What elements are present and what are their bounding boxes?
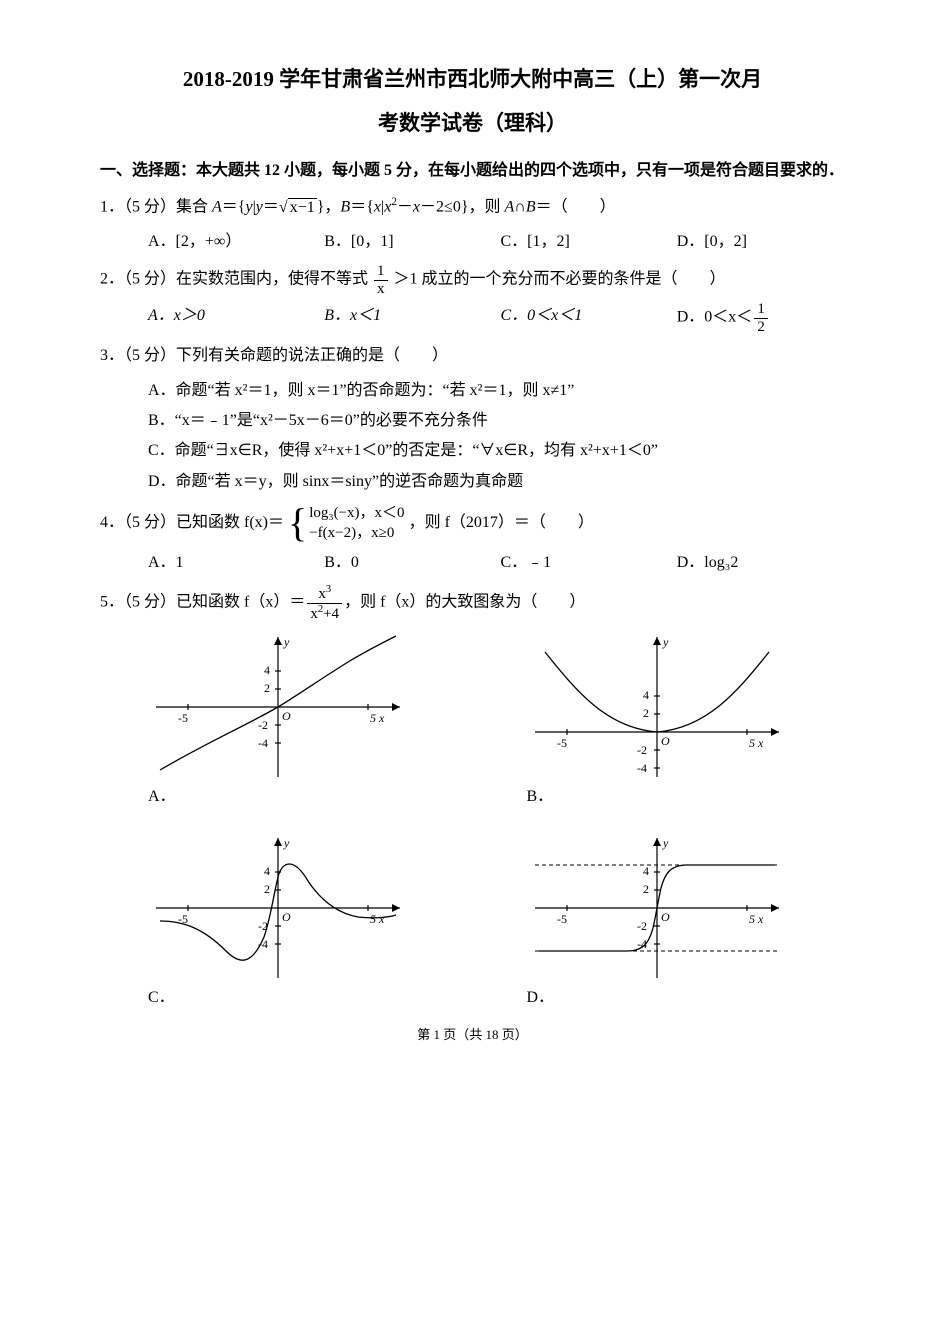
svg-text:2: 2 [643, 882, 649, 896]
q4-optD: D．log₃2 [677, 548, 845, 578]
chart-B-svg: -5 5 x 2 4 -2 -4 O y [527, 632, 787, 782]
ylabel-2: 2 [264, 681, 270, 695]
svg-text:2: 2 [264, 882, 270, 896]
svg-text:2: 2 [643, 706, 649, 720]
chart-D-label: D． [527, 983, 555, 1013]
q1-AcapB: A∩B [505, 199, 536, 216]
xlabel-neg5: -5 [178, 711, 188, 725]
q2-optC: C．0＜x＜1 [501, 301, 669, 335]
svg-text:y: y [662, 635, 669, 649]
section-1-heading: 一、选择题：本大题共 12 小题，每小题 5 分，在每小题给出的四个选项中，只有… [100, 156, 845, 186]
q5-stem-a: 5．（5 分）已知函数 f（x）＝ [100, 594, 305, 611]
svg-text:O: O [661, 910, 670, 924]
question-5: 5．（5 分）已知函数 f（x）＝x3x2+4，则 f（x）的大致图象为（ ） [100, 584, 845, 622]
question-3: 3．（5 分）下列有关命题的说法正确的是（ ） [100, 341, 845, 371]
q2-optA: A．x＞0 [148, 301, 316, 335]
yaxis-A: y [283, 635, 290, 649]
q5-charts: -5 5 x 2 4 -2 -4 O y A． -5 5 x 2 [148, 632, 845, 1013]
question-2: 2．（5 分）在实数范围内，使得不等式 1x ＞1 成立的一个充分而不必要的条件… [100, 263, 845, 297]
q4-stem-a: 4．（5 分）已知函数 f(x)＝ [100, 514, 284, 531]
svg-text:y: y [662, 836, 669, 850]
q1-optC: C．[1，2] [501, 227, 669, 257]
chart-A-label: A． [148, 782, 176, 812]
chart-B-label: B． [527, 782, 554, 812]
q4-stem-b: ，则 f（2017）＝（ ） [409, 514, 594, 531]
q3-options: A．命题“若 x²＝1，则 x＝1”的否命题为：“若 x²＝1，则 x≠1” B… [148, 376, 845, 498]
question-4: 4．（5 分）已知函数 f(x)＝ { log₃(−x)，x＜0 −f(x−2)… [100, 503, 845, 544]
svg-text:-5: -5 [557, 736, 567, 750]
q3-optB: B．“x＝﹣1”是“x²－5x－6＝0”的必要不充分条件 [148, 406, 845, 436]
svg-text:4: 4 [643, 688, 649, 702]
chart-D-svg: -5 5 x 2 4 -2 -4 O y [527, 833, 787, 983]
q4-optA: A．1 [148, 548, 316, 578]
svg-text:-2: -2 [637, 919, 647, 933]
page-title: 2018-2019 学年甘肃省兰州市西北师大附中高三（上）第一次月 [100, 60, 845, 100]
chart-D: -5 5 x 2 4 -2 -4 O y D． [527, 833, 846, 1013]
q1-stem-mid: ，则 [469, 199, 505, 216]
svg-text:y: y [283, 836, 290, 850]
q4-optB: B．0 [324, 548, 492, 578]
q3-optC: C．命题“∃x∈R，使得 x²+x+1＜0”的否定是：“∀x∈R，均有 x²+x… [148, 436, 845, 466]
svg-text:5 x: 5 x [749, 912, 764, 926]
svg-text:5 x: 5 x [749, 736, 764, 750]
page-subtitle: 考数学试卷（理科） [100, 104, 845, 144]
q1-optB: B．[0，1] [324, 227, 492, 257]
chart-C-svg: -5 5 x 2 4 -2 -4 O y [148, 833, 408, 983]
q1-options: A．[2，+∞） B．[0，1] C．[1，2] D．[0，2] [148, 227, 845, 257]
svg-text:4: 4 [643, 864, 649, 878]
q1-stem-tail: ＝（ ） [536, 199, 616, 216]
q2-options: A．x＞0 B．x＜1 C．0＜x＜1 D．0＜x＜12 [148, 301, 845, 335]
svg-text:O: O [282, 910, 291, 924]
page-footer: 第 1 页（共 18 页） [100, 1023, 845, 1048]
svg-text:5 x: 5 x [370, 912, 385, 926]
ylabel-m4: -4 [258, 736, 268, 750]
q1-optD: D．[0，2] [677, 227, 845, 257]
svg-text:-5: -5 [557, 912, 567, 926]
xlabel-pos5: 5 x [370, 711, 385, 725]
q3-optD: D．命题“若 x＝y，则 sinx＝siny”的逆否命题为真命题 [148, 467, 845, 497]
q4-case2: −f(x−2)，x≥0 [309, 525, 394, 541]
q1-stem-prefix: 1．（5 分）集合 [100, 199, 212, 216]
q4-case1: log₃(−x)，x＜0 [309, 505, 404, 521]
chart-A: -5 5 x 2 4 -2 -4 O y A． [148, 632, 467, 812]
origin-A: O [282, 709, 291, 723]
q2-stem-a: 2．（5 分）在实数范围内，使得不等式 [100, 271, 372, 288]
chart-C-label: C． [148, 983, 175, 1013]
q2-optB: B．x＜1 [324, 301, 492, 335]
chart-B: -5 5 x 2 4 -2 -4 O y B． [527, 632, 846, 812]
q5-stem-b: ，则 f（x）的大致图象为（ ） [344, 594, 585, 611]
svg-text:O: O [661, 734, 670, 748]
chart-C: -5 5 x 2 4 -2 -4 O y C． [148, 833, 467, 1013]
q4-optC: C．﹣1 [501, 548, 669, 578]
svg-text:4: 4 [264, 864, 270, 878]
ylabel-m2: -2 [258, 718, 268, 732]
question-1: 1．（5 分）集合 A＝{y|y＝x−1}，B＝{x|x2－x－2≤0}，则 A… [100, 192, 845, 223]
svg-text:-4: -4 [637, 761, 647, 775]
ylabel-4: 4 [264, 663, 270, 677]
q4-options: A．1 B．0 C．﹣1 D．log₃2 [148, 548, 845, 578]
q2-optD: D．0＜x＜12 [677, 301, 845, 335]
chart-A-svg: -5 5 x 2 4 -2 -4 O y [148, 632, 408, 782]
q2-stem-b: ＞1 成立的一个充分而不必要的条件是（ ） [390, 271, 726, 288]
q3-optA: A．命题“若 x²＝1，则 x＝1”的否命题为：“若 x²＝1，则 x≠1” [148, 376, 845, 406]
svg-text:-2: -2 [637, 743, 647, 757]
piecewise-icon: { log₃(−x)，x＜0 −f(x−2)，x≥0 [288, 503, 405, 544]
q1-optA: A．[2，+∞） [148, 227, 316, 257]
